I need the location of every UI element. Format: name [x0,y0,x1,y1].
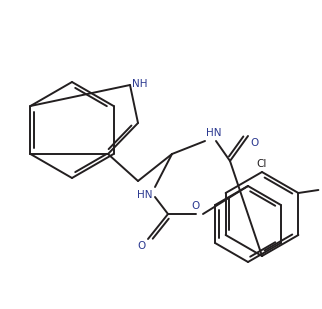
Text: O: O [250,138,258,148]
Text: Cl: Cl [257,159,267,169]
Text: HN: HN [137,190,153,200]
Text: HN: HN [206,128,222,138]
Text: NH: NH [132,79,147,89]
Text: O: O [138,241,146,251]
Text: O: O [192,201,200,211]
